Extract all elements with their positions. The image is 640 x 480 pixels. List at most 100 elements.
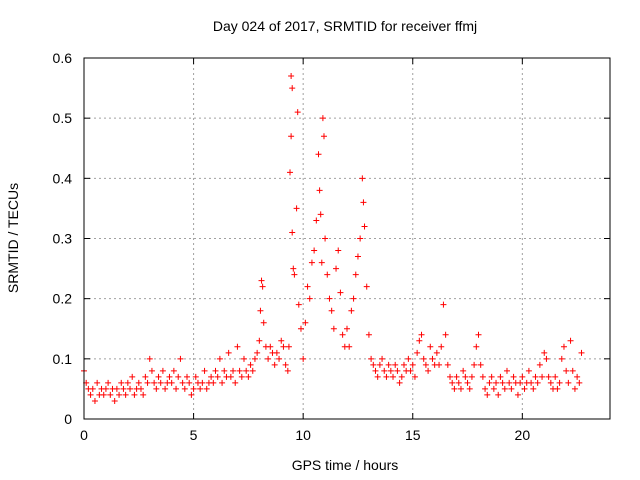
data-point (245, 373, 252, 380)
data-point (188, 391, 195, 398)
x-tick-label: 15 (405, 427, 421, 443)
data-point (290, 265, 297, 272)
y-tick-label: 0.6 (53, 50, 73, 66)
data-point (571, 385, 578, 392)
data-point (315, 151, 322, 158)
data-point (436, 361, 443, 368)
data-point (254, 349, 261, 356)
data-point (407, 367, 414, 374)
data-point (89, 385, 96, 392)
data-point (539, 373, 546, 380)
data-point (247, 361, 254, 368)
data-point (294, 109, 301, 116)
data-point (289, 85, 296, 92)
data-point (510, 373, 517, 380)
data-point (567, 337, 574, 344)
data-point (541, 349, 548, 356)
data-point (308, 259, 315, 266)
data-point (168, 379, 175, 386)
data-point (113, 385, 120, 392)
data-point (140, 391, 147, 398)
data-point (563, 367, 570, 374)
data-point (525, 367, 532, 374)
data-point (569, 367, 576, 374)
data-point (179, 379, 186, 386)
data-point (565, 379, 572, 386)
data-point (405, 355, 412, 362)
data-point (105, 379, 112, 386)
data-point (257, 307, 264, 314)
data-point (259, 283, 266, 290)
data-point (221, 367, 228, 374)
data-point (288, 133, 295, 140)
data-point (427, 343, 434, 350)
data-point (422, 361, 429, 368)
data-point (390, 373, 397, 380)
data-point (576, 379, 583, 386)
data-point (429, 355, 436, 362)
data-point (477, 361, 484, 368)
data-point (120, 385, 127, 392)
data-point (444, 361, 451, 368)
data-point (506, 379, 513, 386)
data-point (146, 355, 153, 362)
data-point (173, 385, 180, 392)
data-point (420, 355, 427, 362)
data-point (536, 361, 543, 368)
data-point (365, 331, 372, 338)
x-tick-label: 20 (515, 427, 531, 443)
data-point (243, 367, 250, 374)
data-point (411, 373, 418, 380)
data-point (267, 343, 274, 350)
data-point (392, 361, 399, 368)
data-point (148, 367, 155, 374)
data-point (396, 379, 403, 386)
data-point (578, 349, 585, 356)
data-point (418, 331, 425, 338)
data-point (151, 379, 158, 386)
data-point (210, 379, 217, 386)
data-point (240, 355, 247, 362)
x-axis-label: GPS time / hours (292, 457, 399, 473)
data-point (102, 385, 109, 392)
data-point (111, 397, 118, 404)
data-point (284, 367, 291, 374)
data-point (313, 217, 320, 224)
data-point (216, 355, 223, 362)
data-point (319, 115, 326, 122)
data-point (451, 385, 458, 392)
data-point (330, 325, 337, 332)
data-point (346, 343, 353, 350)
y-axis-label: SRMTID / TECUs (5, 183, 21, 293)
data-point (482, 385, 489, 392)
data-point (497, 373, 504, 380)
y-tick-label: 0 (64, 411, 72, 427)
data-point (545, 373, 552, 380)
data-point (501, 385, 508, 392)
data-point (560, 343, 567, 350)
data-point (495, 391, 502, 398)
data-point (479, 373, 486, 380)
data-point (236, 367, 243, 374)
data-point (460, 367, 467, 374)
data-point (372, 367, 379, 374)
data-point (374, 373, 381, 380)
data-point (440, 301, 447, 308)
data-point (190, 385, 197, 392)
data-point (186, 379, 193, 386)
data-point (282, 361, 289, 368)
data-point (368, 355, 375, 362)
data-point (328, 307, 335, 314)
data-point (137, 385, 144, 392)
data-point (107, 391, 114, 398)
data-point (184, 373, 191, 380)
data-point (363, 283, 370, 290)
data-point (339, 331, 346, 338)
data-point (381, 367, 388, 374)
data-point (543, 355, 550, 362)
data-point (466, 385, 473, 392)
data-point (288, 73, 295, 80)
data-point (225, 349, 232, 356)
chart-title: Day 024 of 2017, SRMTID for receiver ffm… (213, 18, 477, 34)
data-point (400, 361, 407, 368)
